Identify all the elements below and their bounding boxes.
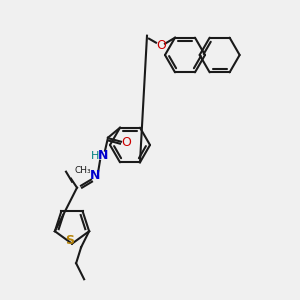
Text: CH₃: CH₃ — [75, 166, 92, 175]
Text: S: S — [65, 234, 74, 247]
Text: H: H — [91, 151, 99, 161]
Text: N: N — [98, 149, 108, 162]
Text: N: N — [90, 169, 100, 182]
Text: O: O — [156, 39, 166, 52]
Text: O: O — [121, 136, 131, 149]
